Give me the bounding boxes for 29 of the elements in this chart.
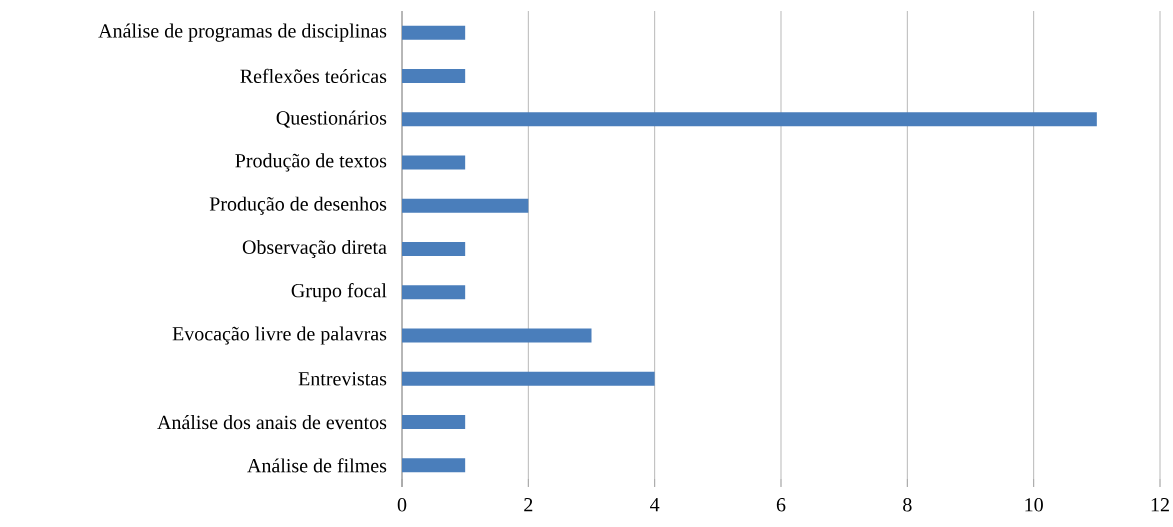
x-tick-label: 10 <box>1025 498 1043 512</box>
x-tick-label: 0 <box>397 498 407 512</box>
x-tick-label: 8 <box>903 498 912 512</box>
y-tick-label: Produção de desenhos <box>209 196 387 215</box>
bar <box>402 112 1097 127</box>
y-tick-label: Análise dos anais de eventos <box>157 415 387 430</box>
x-tick-label: 2 <box>524 498 533 512</box>
bar <box>402 25 466 40</box>
x-tick-label: 4 <box>650 498 660 512</box>
bar <box>402 242 466 256</box>
bar <box>402 285 466 300</box>
y-tick-label: Produção de textos <box>235 153 387 172</box>
y-tick-label: Questionários <box>276 110 387 128</box>
bar <box>402 328 592 343</box>
bar <box>402 415 466 430</box>
bar <box>402 458 466 473</box>
bar <box>402 68 466 83</box>
y-tick-label: Análise de filmes <box>247 458 387 473</box>
y-tick-label: Observação direta <box>242 239 387 259</box>
y-tick-label: Grupo focal <box>291 283 387 302</box>
y-tick-label: Entrevistas <box>298 372 387 386</box>
x-tick-label: 6 <box>776 498 786 512</box>
y-tick-label: Evocação livre de palavras <box>172 326 387 345</box>
bar <box>402 198 529 213</box>
x-tick-label: 12 <box>1151 498 1169 512</box>
y-tick-label: Análise de programas de disciplinas <box>98 23 387 42</box>
y-tick-label: Reflexões teóricas <box>240 68 387 84</box>
bar <box>402 155 466 170</box>
bar <box>402 371 655 386</box>
